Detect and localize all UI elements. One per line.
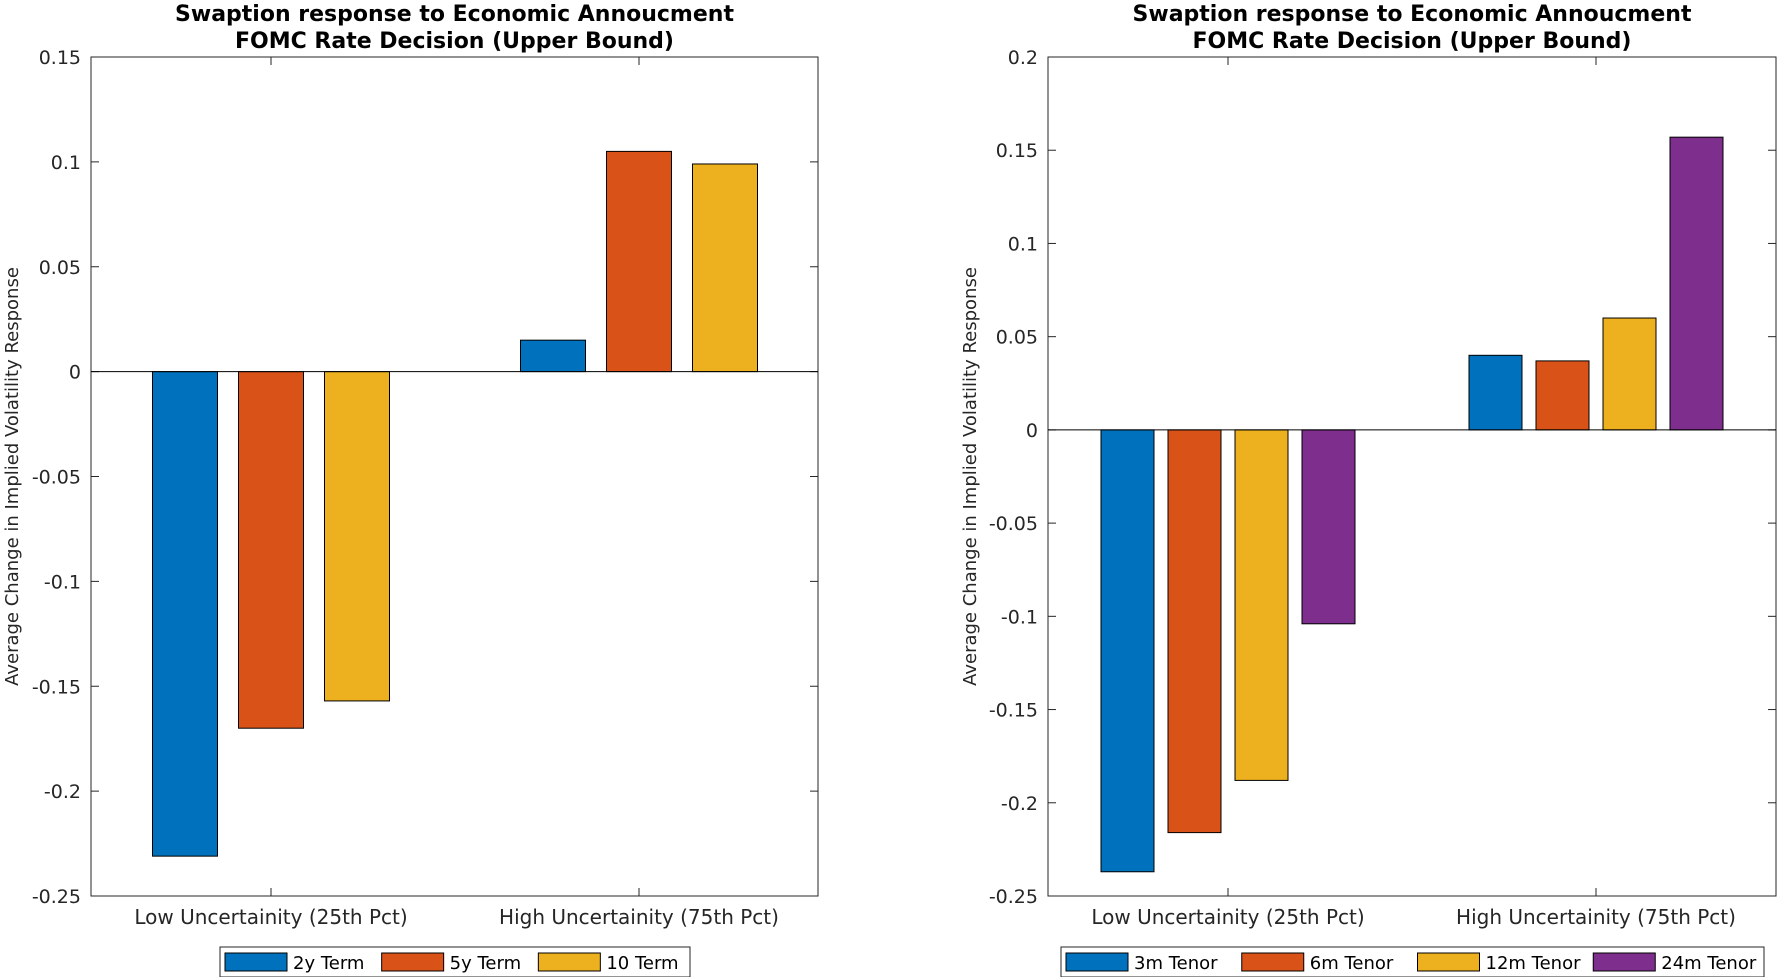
legend-label: 3m Tenor <box>1134 953 1218 974</box>
y-tick-label: -0.25 <box>32 886 81 908</box>
legend: 3m Tenor 6m Tenor 12m Tenor 24m Tenor <box>1060 946 1765 977</box>
legend-swatch <box>1241 952 1305 972</box>
y-tick-label: 0.05 <box>996 327 1038 349</box>
bar-5y-term <box>238 371 304 729</box>
bar-24m-tenor <box>1301 429 1356 625</box>
bar-3m-tenor <box>1100 429 1155 873</box>
y-tick-label: -0.2 <box>1001 793 1038 815</box>
bar-2y-term <box>152 371 218 857</box>
y-tick-label: -0.05 <box>32 467 81 489</box>
bar-24m-tenor <box>1669 136 1724 431</box>
legend-label: 2y Term <box>293 953 364 974</box>
bar-10-term <box>692 163 758 373</box>
y-tick-label: -0.1 <box>44 571 81 593</box>
legend-swatch <box>224 952 288 972</box>
y-tick-label: 0 <box>1026 420 1038 442</box>
legend-swatch <box>381 952 445 972</box>
bar-6m-tenor <box>1535 360 1590 431</box>
chart-subtitle: FOMC Rate Decision (Upper Bound) <box>1192 29 1631 54</box>
x-category-label: High Uncertainity (75th Pct) <box>499 905 779 929</box>
legend-box <box>219 946 691 977</box>
x-category-label: Low Uncertainity (25th Pct) <box>134 905 407 929</box>
y-tick-label: 0.15 <box>39 47 81 69</box>
y-tick-label: 0.05 <box>39 257 81 279</box>
y-tick-label: 0.1 <box>51 152 81 174</box>
plot-area <box>1047 56 1777 897</box>
legend-swatch <box>1417 952 1480 972</box>
legend-label: 10 Term <box>606 953 678 974</box>
bar-10-term <box>324 371 390 702</box>
legend-label: 12m Tenor <box>1486 953 1582 974</box>
legend-label: 5y Term <box>450 953 521 974</box>
x-category-label: Low Uncertainity (25th Pct) <box>1091 905 1364 929</box>
bar-3m-tenor <box>1468 354 1523 431</box>
chart-subtitle: FOMC Rate Decision (Upper Bound) <box>235 29 674 54</box>
y-tick-label: -0.05 <box>989 513 1038 535</box>
legend-label: 6m Tenor <box>1310 953 1394 974</box>
y-tick-label: -0.2 <box>44 781 81 803</box>
chart-panel-1: Swaption response to Economic Annoucment… <box>2 2 819 977</box>
y-tick-label: -0.25 <box>989 886 1038 908</box>
legend: 2y Term 5y Term 10 Term <box>219 946 691 977</box>
legend-swatch <box>537 952 601 972</box>
y-tick-label: 0 <box>69 362 81 384</box>
y-tick-label: -0.15 <box>989 700 1038 722</box>
bar-2y-term <box>520 339 586 373</box>
bar-12m-tenor <box>1602 317 1657 431</box>
y-tick-label: 0.1 <box>1008 233 1038 255</box>
bar-12m-tenor <box>1234 429 1289 781</box>
y-tick-label: 0.15 <box>996 140 1038 162</box>
chart-panel-2: Swaption response to Economic Annoucment… <box>960 2 1777 977</box>
legend-label: 24m Tenor <box>1661 953 1757 974</box>
y-axis-label: Average Change in Implied Volatility Res… <box>2 267 23 686</box>
y-axis-label: Average Change in Implied Volatility Res… <box>960 267 981 686</box>
y-tick-label: -0.15 <box>32 676 81 698</box>
chart-title: Swaption response to Economic Annoucment <box>1133 2 1692 27</box>
bar-6m-tenor <box>1167 429 1222 834</box>
chart-title: Swaption response to Economic Annoucment <box>175 2 734 27</box>
bar-5y-term <box>606 150 672 373</box>
y-tick-label: -0.1 <box>1001 606 1038 628</box>
legend-swatch <box>1592 952 1656 972</box>
legend-swatch <box>1065 952 1129 972</box>
x-category-label: High Uncertainity (75th Pct) <box>1456 905 1736 929</box>
y-tick-label: 0.2 <box>1008 47 1038 69</box>
